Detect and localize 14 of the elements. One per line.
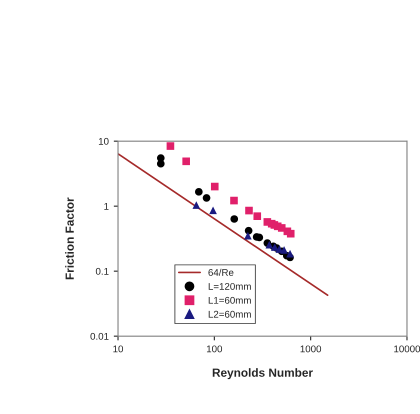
legend-label: L1=60mm bbox=[208, 296, 251, 304]
x-tick-label: 10000 bbox=[394, 345, 420, 352]
y-axis-title: Friction Factor bbox=[65, 198, 74, 280]
x-tick-label: 100 bbox=[206, 345, 222, 352]
legend-label: L2=60mm bbox=[208, 310, 251, 318]
legend-label: 64/Re bbox=[208, 268, 234, 276]
x-axis-title: Reynolds Number bbox=[212, 368, 313, 380]
y-tick-label: 0.1 bbox=[96, 268, 109, 275]
x-tick-label: 10 bbox=[113, 345, 124, 352]
y-tick-label: 0.01 bbox=[90, 332, 109, 340]
x-tick-label: 1000 bbox=[300, 345, 322, 352]
y-tick-label: 1 bbox=[104, 203, 109, 210]
y-tick-label: 10 bbox=[98, 138, 109, 145]
legend-label: L=120mm bbox=[208, 282, 251, 290]
